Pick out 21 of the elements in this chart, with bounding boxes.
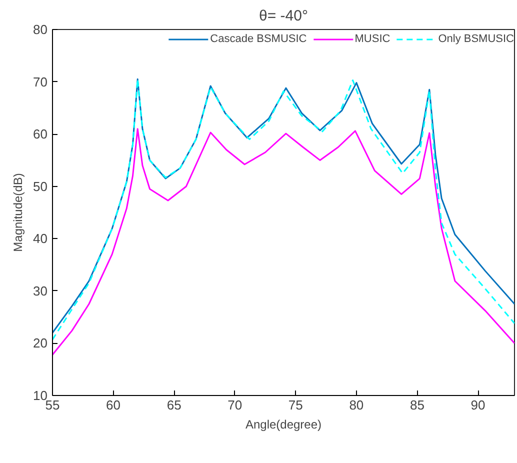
x-tick-label: 75 [288,398,303,412]
x-tick-label: 65 [166,398,182,412]
chart-title: θ= -40° [259,8,308,24]
legend-label: MUSIC [354,33,390,45]
y-tick-label: 40 [33,231,48,246]
x-tick-label: 70 [228,398,242,412]
x-tick-label: 80 [349,398,364,412]
x-tick-label: 60 [106,398,121,412]
y-tick-label: 70 [33,74,48,90]
y-tick-label: 80 [33,22,48,37]
y-axis-title: Magnitude(dB) [11,173,26,252]
legend-label: Cascade BSMUSIC [210,33,307,45]
line-series [52,128,514,356]
x-tick-label: 85 [410,398,424,412]
legend-label: Only BSMUSIC [438,33,514,45]
x-axis-title: Angle(degree) [245,418,322,432]
y-tick-label: 60 [33,126,48,142]
y-tick-label: 20 [33,336,48,351]
y-tick-label: 50 [33,178,48,194]
y-tick-label: 30 [33,283,48,298]
x-tick-label: 90 [470,398,486,412]
